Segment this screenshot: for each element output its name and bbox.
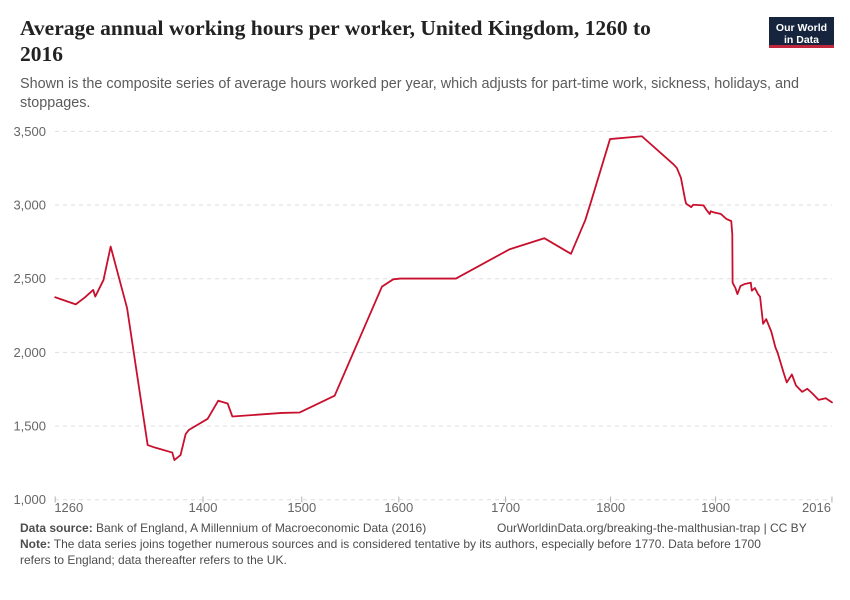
svg-text:1700: 1700 — [491, 500, 520, 515]
svg-text:1,500: 1,500 — [13, 419, 46, 434]
svg-text:1,000: 1,000 — [13, 492, 46, 507]
svg-text:2,500: 2,500 — [13, 271, 46, 286]
svg-text:2,000: 2,000 — [13, 345, 46, 360]
svg-text:1900: 1900 — [701, 500, 730, 515]
svg-text:2016: 2016 — [802, 500, 831, 515]
svg-text:1600: 1600 — [384, 500, 413, 515]
svg-text:3,500: 3,500 — [13, 124, 46, 139]
svg-text:1260: 1260 — [54, 500, 83, 515]
svg-text:1400: 1400 — [189, 500, 218, 515]
svg-text:3,000: 3,000 — [13, 198, 46, 213]
svg-text:1800: 1800 — [596, 500, 625, 515]
svg-text:1500: 1500 — [287, 500, 316, 515]
